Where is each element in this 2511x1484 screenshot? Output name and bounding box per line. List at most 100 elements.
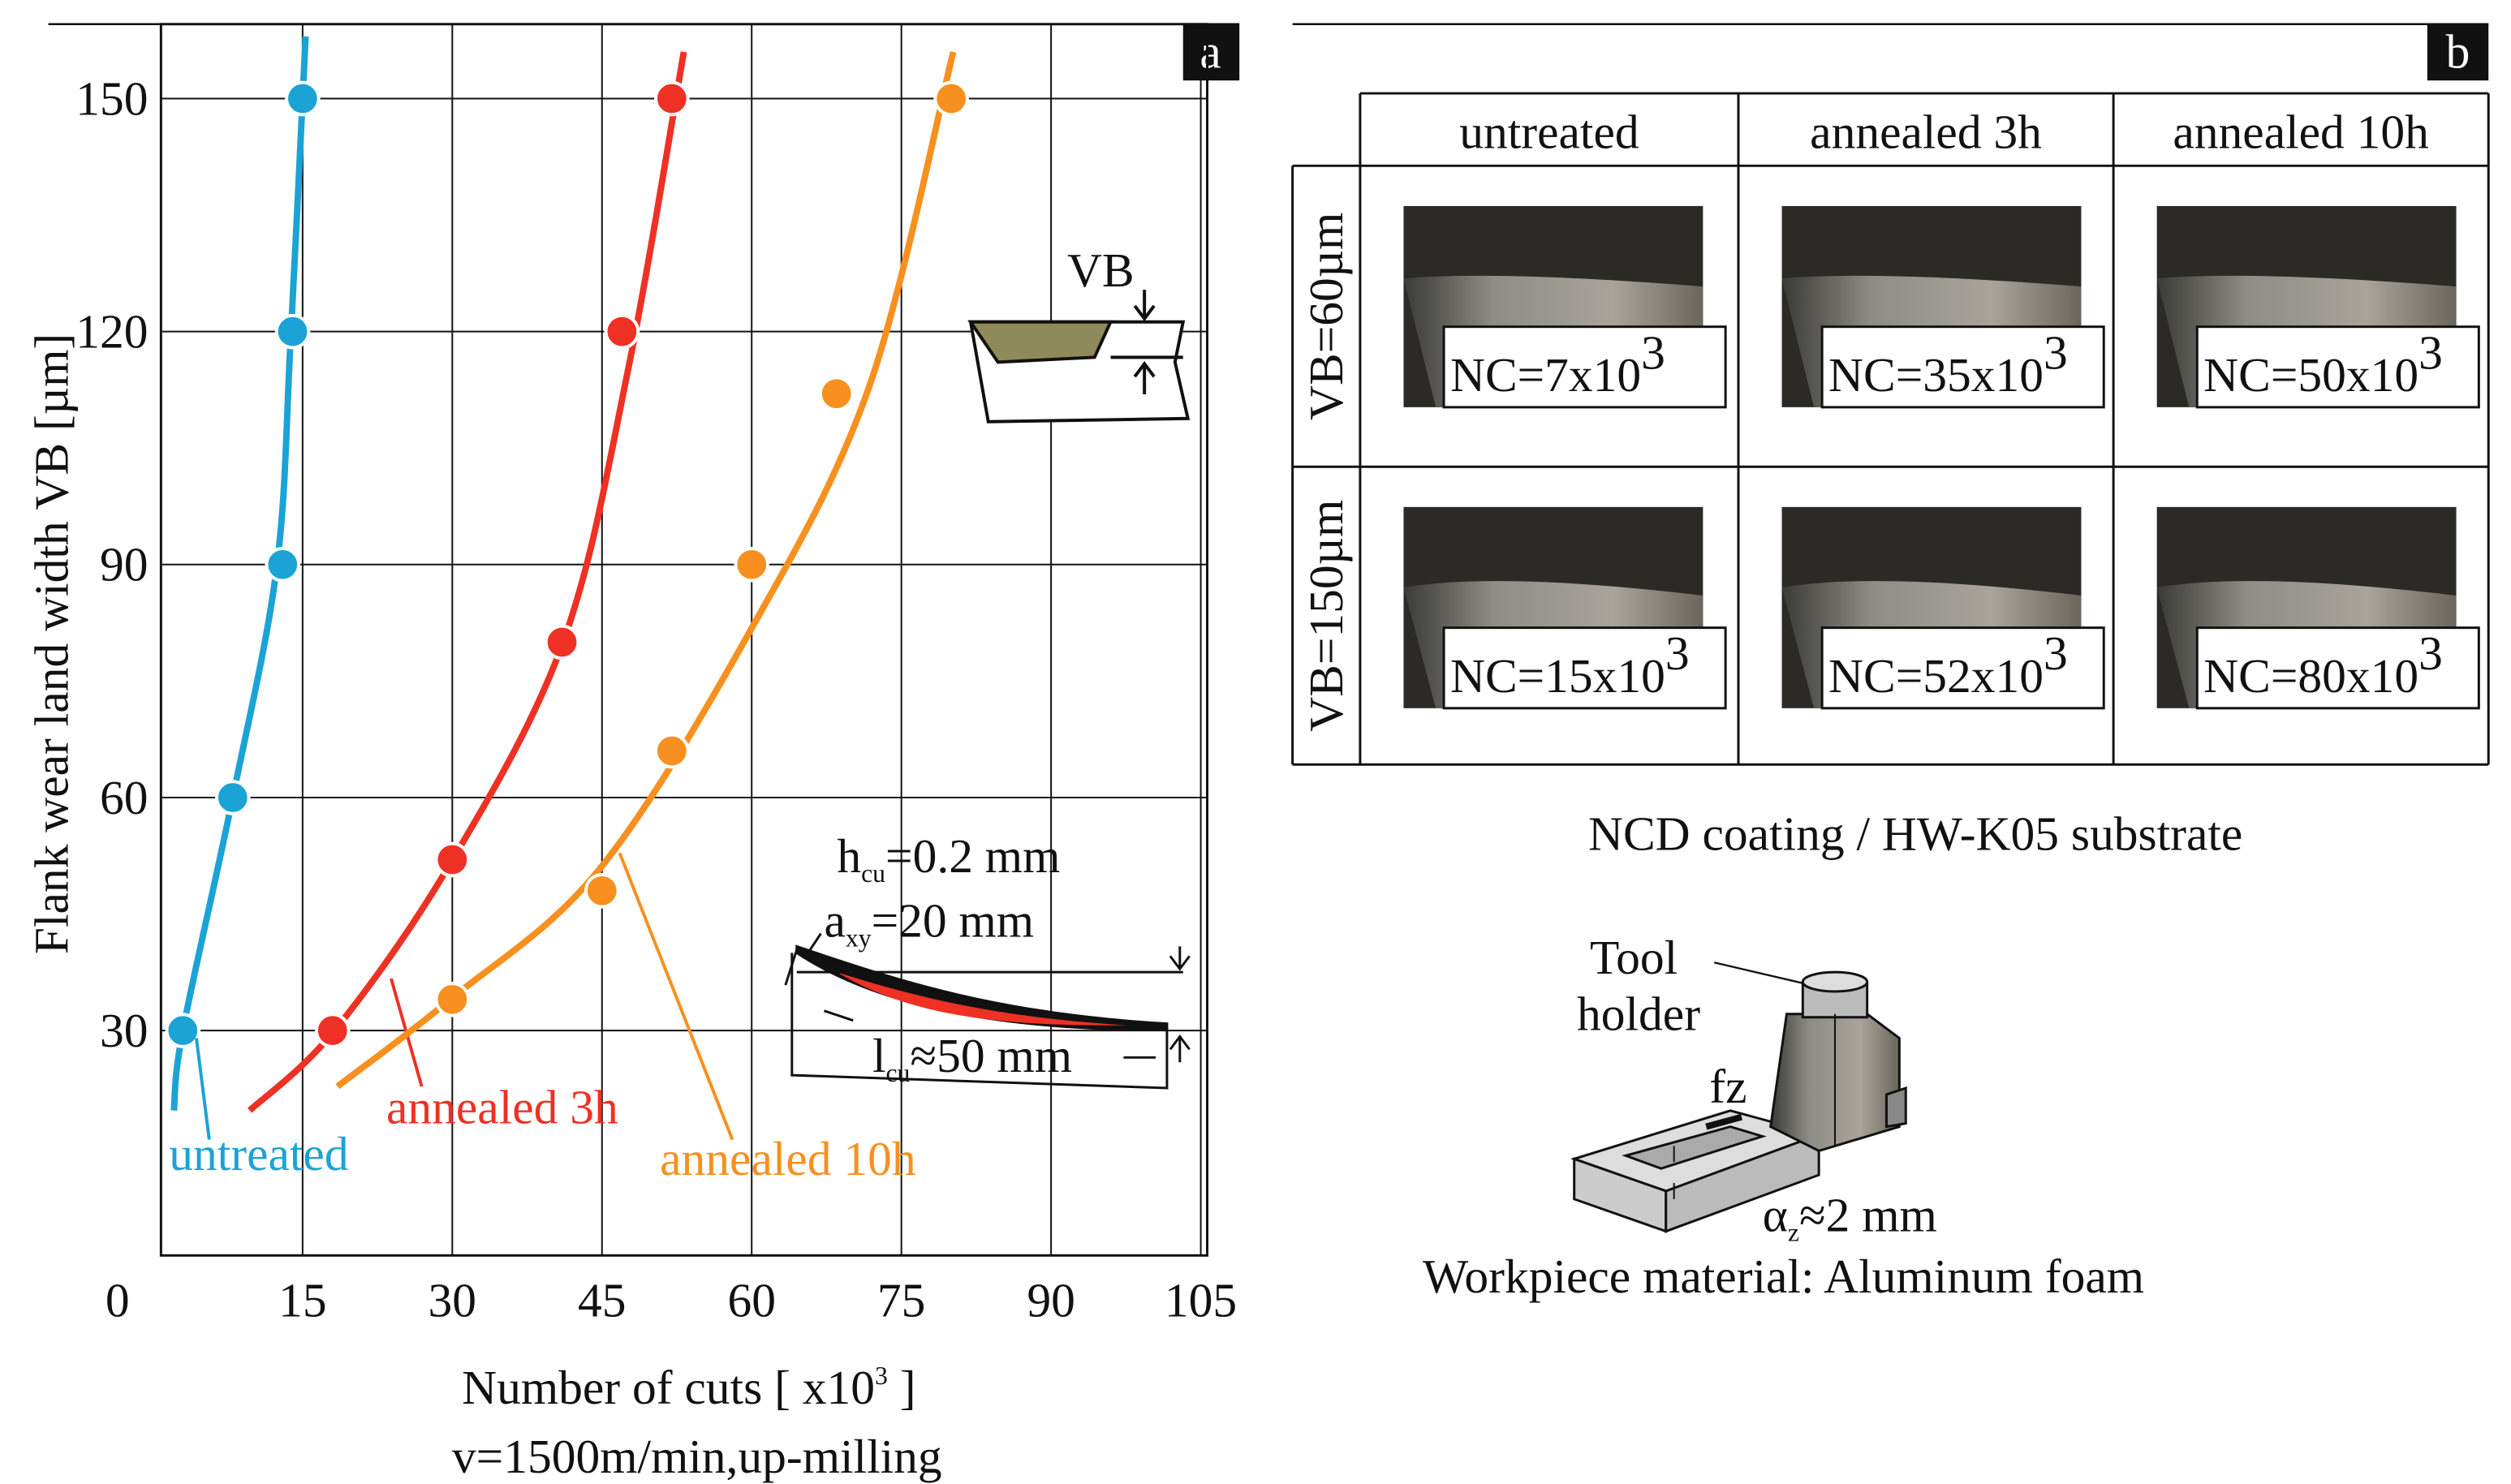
text-main: Number of cuts [ x10 — [462, 1361, 875, 1414]
x-tick-label: 90 — [1027, 1274, 1075, 1327]
y-tick-label: 90 — [100, 538, 148, 591]
leader-line — [618, 852, 734, 1141]
label: Number of cuts [ x103 ] — [462, 1361, 915, 1414]
inset-label: VB — [1067, 243, 1135, 297]
data-point — [165, 1013, 201, 1048]
data-point — [285, 80, 321, 117]
data-point — [654, 733, 690, 769]
row-header: VB=150µm — [1299, 500, 1353, 732]
tool-diagram — [1570, 970, 1907, 1233]
x-tick-label: 30 — [429, 1274, 476, 1327]
nc-box — [2195, 325, 2480, 409]
label: axy=20 mm — [824, 894, 1034, 953]
nc-label: NC=15x103 — [1450, 626, 1690, 703]
nc-label: NC=80x103 — [2203, 626, 2443, 703]
nc-label: NC=50x103 — [2203, 325, 2443, 402]
nc-box — [1820, 325, 2105, 409]
x-tick-label: 0 — [106, 1274, 130, 1327]
column-header: untreated — [1459, 105, 1639, 158]
tool-label: Tool — [1590, 931, 1678, 984]
row-header: VB=60µm — [1299, 213, 1353, 420]
fz-label: fz — [1709, 1060, 1747, 1113]
data-point — [314, 1013, 351, 1048]
data-point — [818, 376, 855, 412]
subscript: z — [1788, 1218, 1799, 1246]
text-main: NC=50x10 — [2203, 348, 2418, 402]
data-point — [734, 546, 770, 583]
superscript: 3 — [2044, 325, 2068, 379]
panel-box — [2427, 24, 2489, 81]
data-point — [434, 841, 471, 878]
subtitle: v=1500m/min,up-milling — [452, 1430, 942, 1483]
x-tick-label: 15 — [278, 1274, 326, 1327]
data-point — [544, 624, 580, 660]
data-point — [434, 981, 471, 1017]
chart-a: 0 15 30 45 60 75 90 105 30 60 90 120 150 Flank wear l… — [24, 23, 1237, 1483]
data-point — [214, 780, 251, 815]
text-main: l — [872, 1029, 886, 1082]
superscript: 3 — [1641, 325, 1665, 379]
series-label: annealed 3h — [386, 1081, 618, 1134]
subscript: xy — [846, 923, 872, 952]
series-label: untreated — [169, 1127, 349, 1181]
nc-label: NC=7x103 — [1450, 325, 1665, 402]
superscript: 3 — [2044, 626, 2068, 680]
subscript: cu — [861, 859, 885, 888]
text-rest: ≈2 mm — [1799, 1189, 1937, 1242]
leader-line — [194, 1038, 211, 1140]
plot-frame — [159, 23, 1208, 1257]
text-rest: ] — [888, 1361, 916, 1414]
text-rest: =20 mm — [872, 894, 1034, 948]
data-point — [265, 546, 301, 583]
label: αz≈2 mm — [1763, 1189, 1937, 1247]
panel-label: a — [1200, 24, 1221, 78]
leader-line — [1713, 961, 1811, 987]
superscript: 3 — [2418, 626, 2443, 680]
superscript: 3 — [875, 1361, 888, 1390]
y-axis-label: Flank wear land width VB [µm] — [24, 333, 78, 954]
text-main: NC=35x10 — [1828, 348, 2044, 402]
x-tick-label: 60 — [727, 1274, 775, 1327]
fit-curve — [247, 51, 687, 1113]
label: lcu≈50 mm — [872, 1029, 1072, 1087]
text-main: NC=15x10 — [1450, 649, 1665, 703]
y-tick-label: 150 — [75, 71, 148, 125]
superscript: 3 — [2418, 325, 2443, 379]
data-point — [584, 872, 620, 909]
nc-label: NC=52x103 — [1828, 626, 2068, 703]
text-rest: =0.2 mm — [885, 829, 1060, 883]
text-main: NC=80x10 — [2203, 649, 2418, 703]
panel-label: b — [2446, 24, 2470, 78]
cut-inset — [784, 932, 1191, 1090]
data-point — [604, 313, 640, 350]
text-main: NC=7x10 — [1450, 348, 1641, 402]
y-tick-label: 120 — [75, 304, 148, 358]
subscript: cu — [885, 1059, 910, 1087]
y-tick-label: 30 — [100, 1004, 148, 1057]
x-tick-label: 105 — [1165, 1274, 1237, 1327]
vb-inset — [967, 290, 1191, 424]
text-main: NC=52x10 — [1828, 649, 2044, 703]
column-header: annealed 3h — [1810, 105, 2042, 158]
superscript: 3 — [1665, 626, 1690, 680]
nc-box — [2195, 626, 2480, 710]
material-label: Workpiece material: Aluminum foam — [1423, 1250, 2144, 1303]
text-main: a — [824, 894, 845, 948]
data-point — [933, 80, 969, 117]
nc-label: NC=35x103 — [1828, 325, 2068, 402]
y-tick-label: 60 — [100, 771, 148, 824]
x-tick-label: 45 — [578, 1274, 626, 1327]
text-rest: ≈50 mm — [910, 1029, 1072, 1082]
panel-box — [1182, 24, 1240, 81]
x-tick-label: 75 — [877, 1274, 925, 1327]
column-header: annealed 10h — [2173, 105, 2429, 158]
label: hcu=0.2 mm — [837, 829, 1060, 888]
nc-box — [1442, 325, 1727, 409]
tool-label: holder — [1577, 987, 1700, 1041]
text-main: α — [1763, 1189, 1788, 1242]
data-point — [274, 313, 311, 350]
data-point — [654, 80, 690, 117]
panel-b: untreated annealed 3h annealed 10h VB=60µm N… — [1291, 92, 2490, 1303]
series-label: annealed 10h — [660, 1132, 916, 1185]
